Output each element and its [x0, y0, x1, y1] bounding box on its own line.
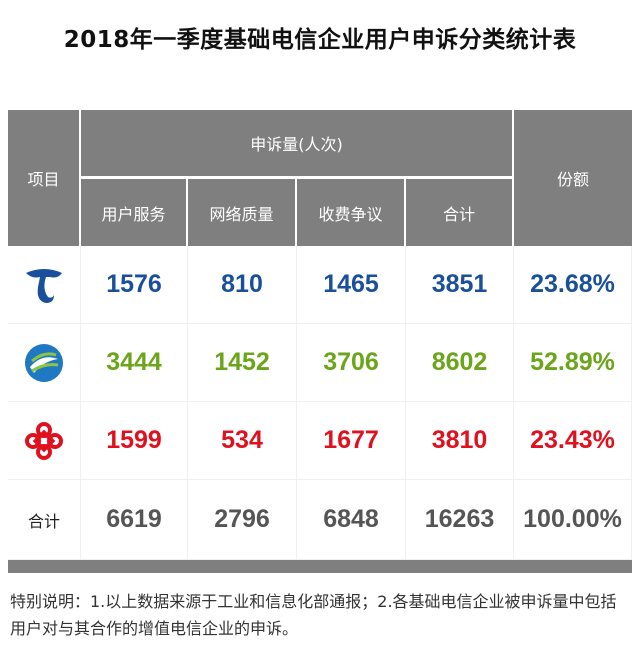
table-cell: 3444 — [81, 324, 188, 402]
china-telecom-logo-icon — [8, 246, 81, 324]
footnote: 特别说明：1.以上数据来源于工业和信息化部通报；2.各基础电信企业被申诉量中包括… — [10, 592, 617, 638]
table-cell: 3706 — [297, 324, 406, 402]
table-cell: 23.43% — [514, 402, 632, 480]
row-label-total: 合计 — [8, 480, 81, 560]
header-network-quality: 网络质量 — [188, 179, 295, 246]
header-share: 份额 — [514, 110, 632, 246]
china-unicom-logo-icon — [8, 402, 81, 480]
china-mobile-logo-icon — [8, 324, 81, 402]
table-cell: 534 — [188, 402, 297, 480]
table-cell: 100.00% — [514, 480, 632, 560]
table-footer-bar — [8, 560, 632, 573]
table-cell: 810 — [188, 246, 297, 324]
table-cell: 1599 — [81, 402, 188, 480]
header-user-service: 用户服务 — [81, 179, 186, 246]
table-cell: 1465 — [297, 246, 406, 324]
table-cell: 3851 — [406, 246, 514, 324]
table-cell: 3810 — [406, 402, 514, 480]
table-cell: 1677 — [297, 402, 406, 480]
table-cell: 6848 — [297, 480, 406, 560]
header-total: 合计 — [406, 179, 512, 246]
table-cell: 52.89% — [514, 324, 632, 402]
header-item: 项目 — [8, 110, 79, 246]
table-cell: 23.68% — [514, 246, 632, 324]
header-billing-dispute: 收费争议 — [297, 179, 404, 246]
table-cell: 6619 — [81, 480, 188, 560]
table-cell: 16263 — [406, 480, 514, 560]
table-cell: 1576 — [81, 246, 188, 324]
table-cell: 8602 — [406, 324, 514, 402]
table-cell: 2796 — [188, 480, 297, 560]
header-complaints: 申诉量(人次) — [81, 110, 512, 176]
table-cell: 1452 — [188, 324, 297, 402]
page-title: 2018年一季度基础电信企业用户申诉分类统计表 — [63, 27, 577, 53]
